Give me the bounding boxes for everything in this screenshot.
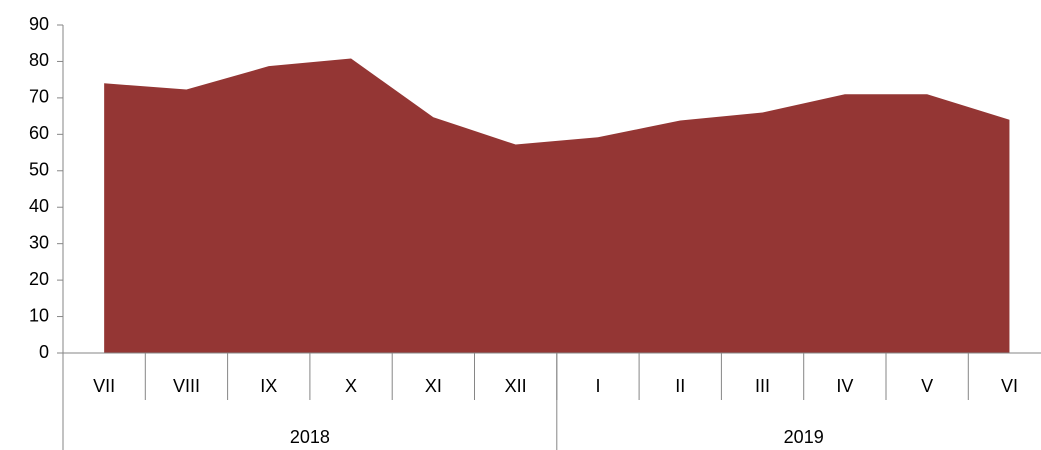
x-tick-label: V [921,376,933,396]
y-tick-label: 0 [39,342,49,362]
x-tick-label: VII [93,376,115,396]
y-tick-label: 70 [29,87,49,107]
x-tick-label: VI [1001,376,1018,396]
x-tick-label: I [595,376,600,396]
y-tick-label: 80 [29,50,49,70]
area [104,58,1010,353]
x-tick-label: X [345,376,357,396]
y-tick-label: 90 [29,14,49,34]
y-tick-label: 50 [29,160,49,180]
x-tick-label: IV [836,376,853,396]
y-tick-label: 30 [29,232,49,252]
y-tick-label: 20 [29,269,49,289]
group-label: 2019 [784,427,824,447]
y-tick-label: 60 [29,123,49,143]
group-label: 2018 [290,427,330,447]
y-tick-label: 40 [29,196,49,216]
x-tick-label: VIII [173,376,200,396]
x-tick-label: II [675,376,685,396]
x-tick-label: XII [505,376,527,396]
y-tick-label: 10 [29,305,49,325]
x-tick-label: IX [260,376,277,396]
x-tick-label: III [755,376,770,396]
x-tick-label: XI [425,376,442,396]
